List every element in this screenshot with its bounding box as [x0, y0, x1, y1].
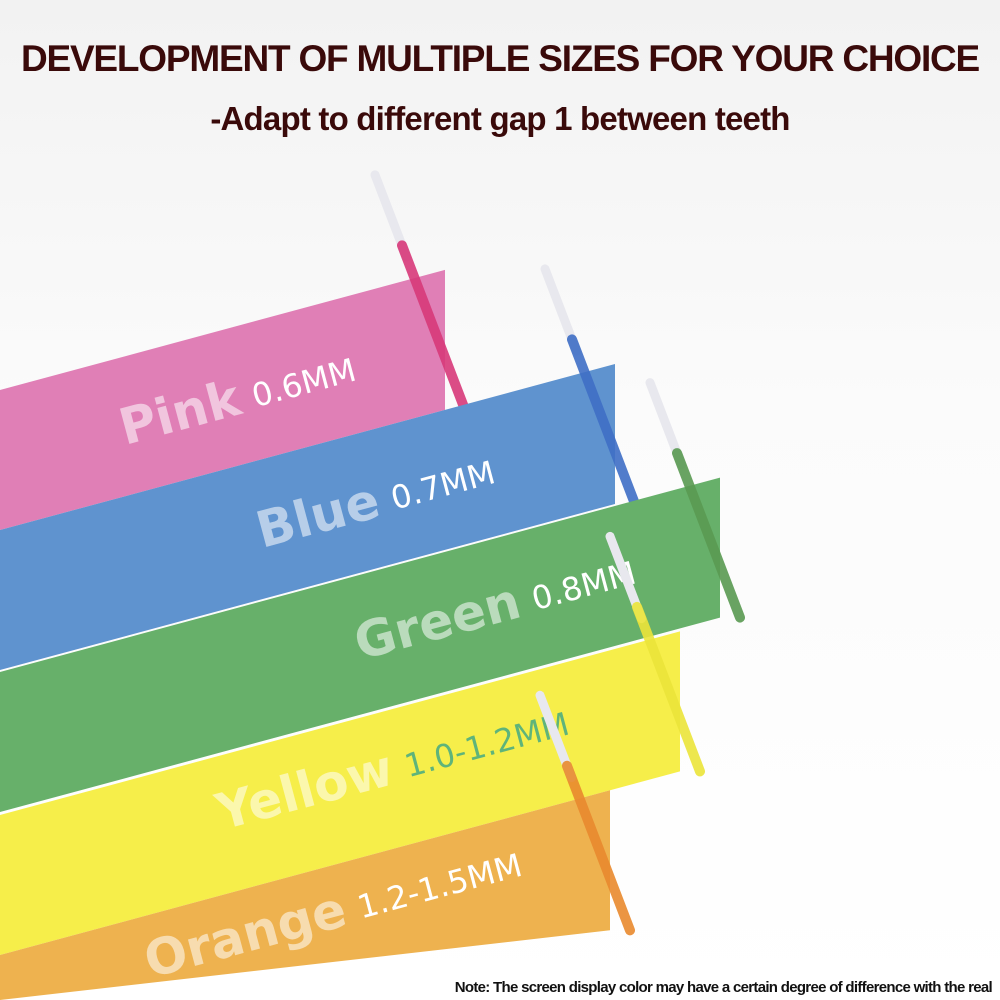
brush-handle-icon [672, 448, 745, 623]
band-pink [0, 269, 445, 530]
brush-handle-icon [567, 334, 640, 509]
brush-handle-icon [632, 601, 705, 777]
band-orange [0, 790, 610, 1000]
page-subtitle: -Adapt to different gap 1 between teeth [210, 100, 790, 137]
brush-handle-icon [397, 240, 470, 415]
band-green [0, 477, 720, 812]
band-blue [0, 363, 615, 670]
band-yellow [0, 631, 680, 955]
brush-handle-icon [562, 760, 635, 936]
color-disclaimer-note: Note: The screen display color may have … [454, 979, 993, 996]
page-title: DEVELOPMENT OF MULTIPLE SIZES FOR YOUR C… [20, 38, 980, 79]
